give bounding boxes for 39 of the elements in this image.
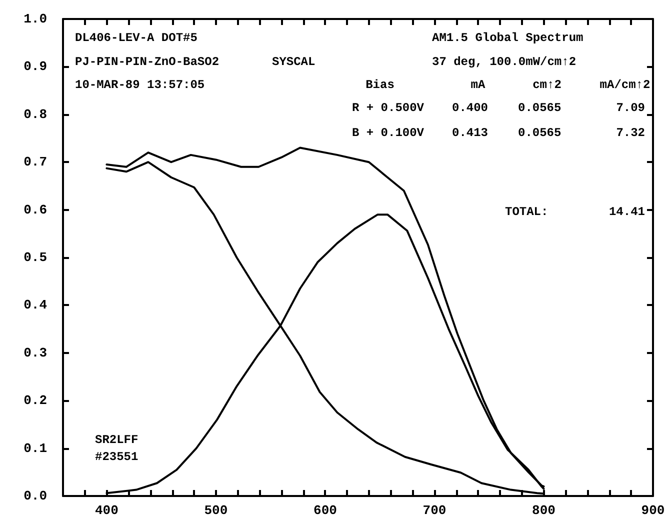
annotation: 7.32 <box>616 126 645 140</box>
annotation: SR2LFF <box>95 433 138 447</box>
y-tick-label: 0.9 <box>24 59 48 74</box>
annotation: 0.400 <box>452 101 488 115</box>
annotation: 7.09 <box>616 101 645 115</box>
annotation: 37 deg, 100.0mW/cm↑2 <box>432 55 576 69</box>
annotation: 0.413 <box>452 126 488 140</box>
x-tick-label: 500 <box>204 503 228 518</box>
annotation: 10-MAR-89 13:57:05 <box>75 78 205 92</box>
y-tick-label: 0.8 <box>24 106 48 122</box>
x-tick-label: 400 <box>95 503 119 518</box>
y-tick-label: 0.3 <box>24 345 48 360</box>
annotation: 0.0565 <box>518 101 562 115</box>
y-tick-label: 0.2 <box>24 393 48 408</box>
y-tick-label: 0.5 <box>24 250 48 265</box>
annotation: AM1.5 Global Spectrum <box>432 31 584 45</box>
annotation: Bias <box>366 78 394 92</box>
annotation: B + 0.100V <box>352 126 425 140</box>
annotation: DL406-LEV-A DOT#5 <box>75 31 198 45</box>
y-tick-label: 0.4 <box>24 298 48 313</box>
y-tick-label: 0.7 <box>24 154 47 170</box>
x-tick-label: 900 <box>641 503 665 518</box>
annotation: 0.0565 <box>518 126 562 140</box>
annotation: mA <box>470 78 486 92</box>
y-tick-label: 0.0 <box>24 488 48 504</box>
annotation: TOTAL: <box>505 205 548 219</box>
x-tick-label: 700 <box>422 503 446 518</box>
y-tick-label: 0.6 <box>24 202 48 218</box>
annotation: mA/cm↑2 <box>600 78 650 92</box>
annotation: #23551 <box>95 450 138 464</box>
x-tick-label: 800 <box>532 503 556 518</box>
y-tick-label: 0.1 <box>24 440 48 456</box>
annotation: R + 0.500V <box>352 101 425 115</box>
y-tick-label: 1.0 <box>24 12 48 26</box>
x-tick-label: 600 <box>314 503 338 518</box>
annotation: 14.41 <box>608 205 645 219</box>
annotation: cm↑2 <box>532 78 562 92</box>
annotation: PJ-PIN-PIN-ZnO-BaSO2 <box>75 55 220 69</box>
annotation: SYSCAL <box>272 55 316 69</box>
